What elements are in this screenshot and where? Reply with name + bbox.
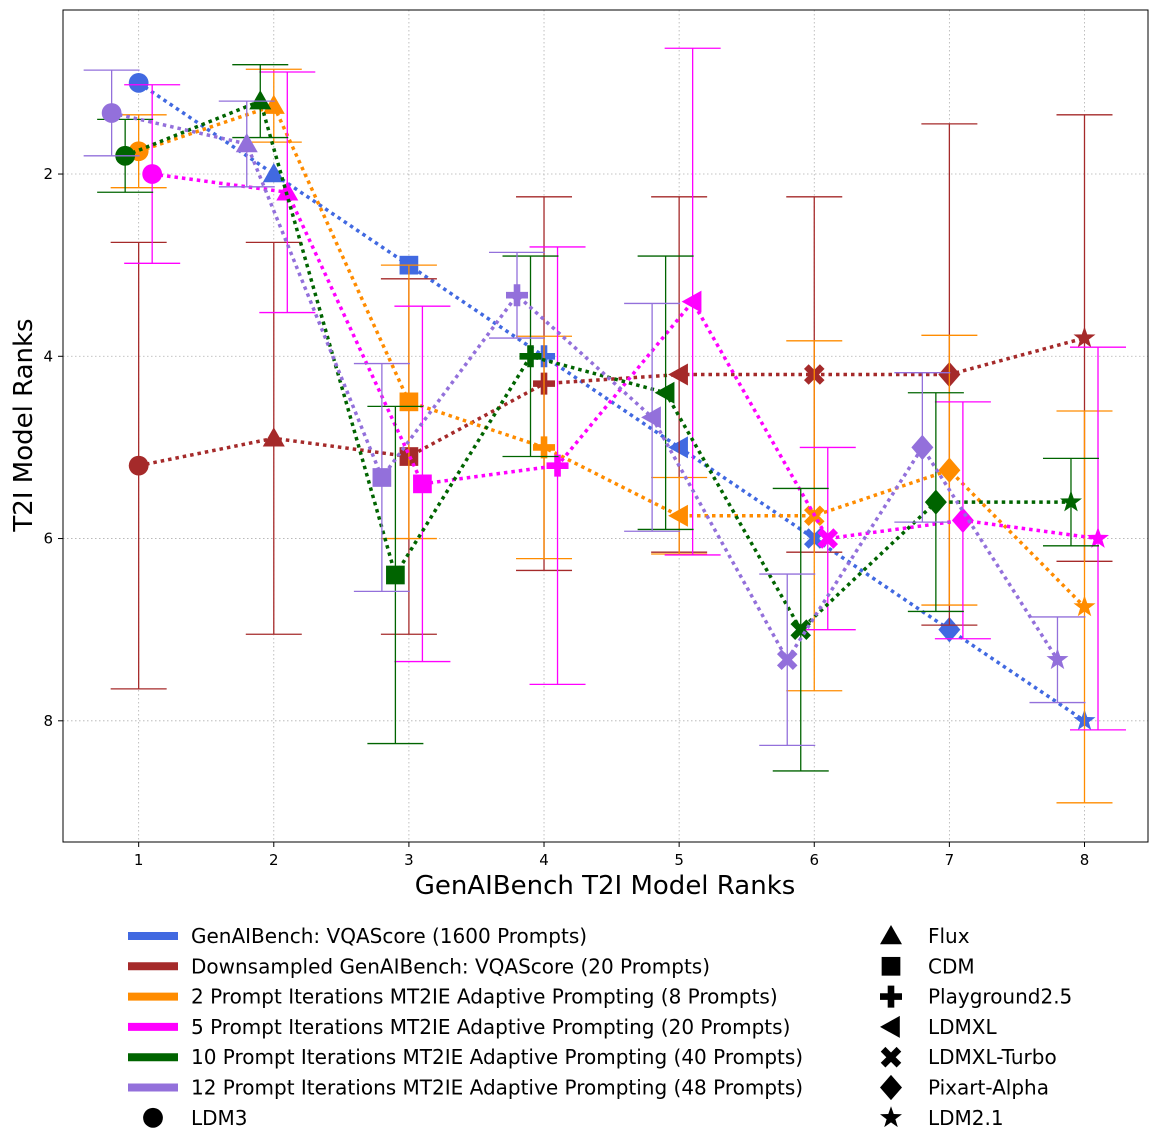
data-point-ldmxl-turbo [817, 528, 839, 549]
data-point-cdm [399, 392, 419, 412]
series-line [124, 98, 1071, 633]
data-point-ldm3 [128, 73, 149, 93]
legend-label: GenAIBench: VQAScore (1600 Prompts) [191, 924, 587, 948]
data-point-flux [262, 427, 285, 447]
data-point-cdm [372, 468, 392, 487]
data-point-flux [249, 90, 272, 110]
legend-label: Downsampled GenAIBench: VQAScore (20 Pro… [191, 954, 710, 978]
series-4 [124, 47, 1127, 731]
data-point-flux [235, 132, 258, 153]
data-point-ldmxl [668, 504, 688, 527]
legend-marker-ldmxl-turbo [880, 1046, 902, 1068]
series-5 [97, 64, 1099, 772]
data-point-flux [262, 163, 285, 183]
legend-marker-ldm2.1 [880, 1106, 902, 1128]
x-tick-label: 5 [674, 851, 684, 869]
legend-label: LDM3 [191, 1106, 248, 1130]
data-point-cdm [413, 474, 432, 494]
data-point-ldmxl [681, 290, 702, 313]
data-point-ldm3 [128, 455, 149, 476]
plot-frame [62, 9, 1149, 843]
series-line [138, 103, 1086, 609]
legend-label: 2 Prompt Iterations MT2IE Adaptive Promp… [191, 985, 778, 1009]
plot-area: 1 2 3 4 5 6 7 8 2 4 6 8 [43, 9, 1149, 869]
series-line [138, 336, 1085, 468]
legend-marker-playground2.5 [880, 985, 902, 1008]
legend-marker-pixart-alpha [880, 1074, 902, 1101]
data-point-pixart-alpha [924, 489, 947, 515]
data-point-ldmxl-turbo-shape [817, 528, 839, 549]
data-point-playground2.5 [505, 284, 528, 307]
x-tick-label: 6 [809, 851, 819, 869]
data-point-ldm3 [142, 164, 163, 184]
data-point-playground2.5 [546, 454, 569, 477]
data-point-ldm2.1 [1046, 648, 1069, 670]
x-tick-label: 3 [404, 851, 414, 869]
data-point-ldmxl-turbo [776, 649, 798, 671]
legend-label: CDM [928, 954, 975, 978]
data-point-ldm3 [101, 103, 122, 123]
x-tick-label: 1 [134, 851, 144, 869]
data-point-pixart-alpha [951, 507, 974, 533]
legend-label: LDM2.1 [928, 1106, 1004, 1130]
y-tick-label: 6 [43, 530, 53, 548]
series-6 [83, 69, 1086, 747]
series-line [151, 172, 1099, 541]
legend-marker-ldm3 [143, 1107, 163, 1128]
legend-marker-ldmxl-turbo-shape [880, 1046, 902, 1068]
series-3 [110, 68, 1113, 804]
x-tick-label: 7 [945, 851, 955, 869]
x-tick-label: 8 [1080, 851, 1090, 869]
legend-label: Playground2.5 [928, 985, 1072, 1009]
y-axis-label: T2I Model Ranks [9, 318, 39, 532]
data-point-ldmxl-turbo [790, 619, 812, 640]
y-tick-label: 2 [43, 165, 53, 183]
legend-label: 12 Prompt Iterations MT2IE Adaptive Prom… [191, 1076, 803, 1100]
data-point-ldmxl [641, 406, 661, 429]
data-point-ldm2.1 [1073, 326, 1096, 348]
data-point-ldm2.1 [1073, 595, 1096, 617]
legend-label: LDMXL-Turbo [928, 1045, 1057, 1069]
legend-label: LDMXL [928, 1015, 998, 1039]
x-tick-label: 4 [539, 851, 549, 869]
data-point-ldmxl [668, 436, 688, 459]
legend: GenAIBench: VQAScore (1600 Prompts) Downs… [128, 924, 1072, 1130]
data-point-pixart-alpha [911, 434, 934, 461]
data-point-flux [276, 181, 299, 201]
legend-marker-ldmxl [880, 1015, 900, 1038]
series-line [111, 111, 1059, 664]
legend-marker-cdm [881, 956, 901, 976]
x-tick-label: 2 [269, 851, 279, 869]
data-point-ldmxl-turbo-shape [776, 649, 798, 671]
series-2 [110, 114, 1113, 690]
data-point-playground2.5 [519, 345, 542, 368]
legend-label: 5 Prompt Iterations MT2IE Adaptive Promp… [191, 1015, 790, 1039]
data-point-ldmxl [668, 363, 688, 386]
legend-marker-flux [880, 925, 902, 945]
data-point-pixart-alpha [938, 617, 961, 643]
data-point-ldmxl-turbo-shape [790, 619, 812, 640]
data-point-cdm [386, 565, 405, 585]
x-axis-label: GenAIBench T2I Model Ranks [415, 871, 796, 901]
data-point-ldmxl [654, 381, 675, 404]
y-tick-label: 8 [43, 712, 53, 730]
legend-label: 10 Prompt Iterations MT2IE Adaptive Prom… [191, 1045, 803, 1069]
data-point-playground2.5 [533, 436, 556, 459]
data-point-ldm2.1 [1059, 490, 1082, 512]
legend-label: Pixart-Alpha [928, 1076, 1049, 1100]
y-tick-label: 4 [43, 347, 53, 365]
data-point-pixart-alpha [938, 457, 961, 483]
legend-label: Flux [928, 924, 970, 948]
data-point-ldm2.1 [1087, 526, 1109, 548]
